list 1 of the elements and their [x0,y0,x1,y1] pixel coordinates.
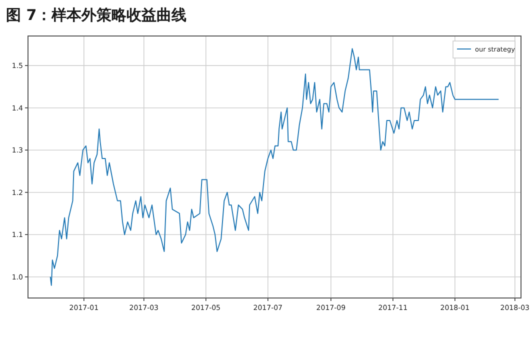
title: 图 7：样本外策略收益曲线 [6,6,187,24]
